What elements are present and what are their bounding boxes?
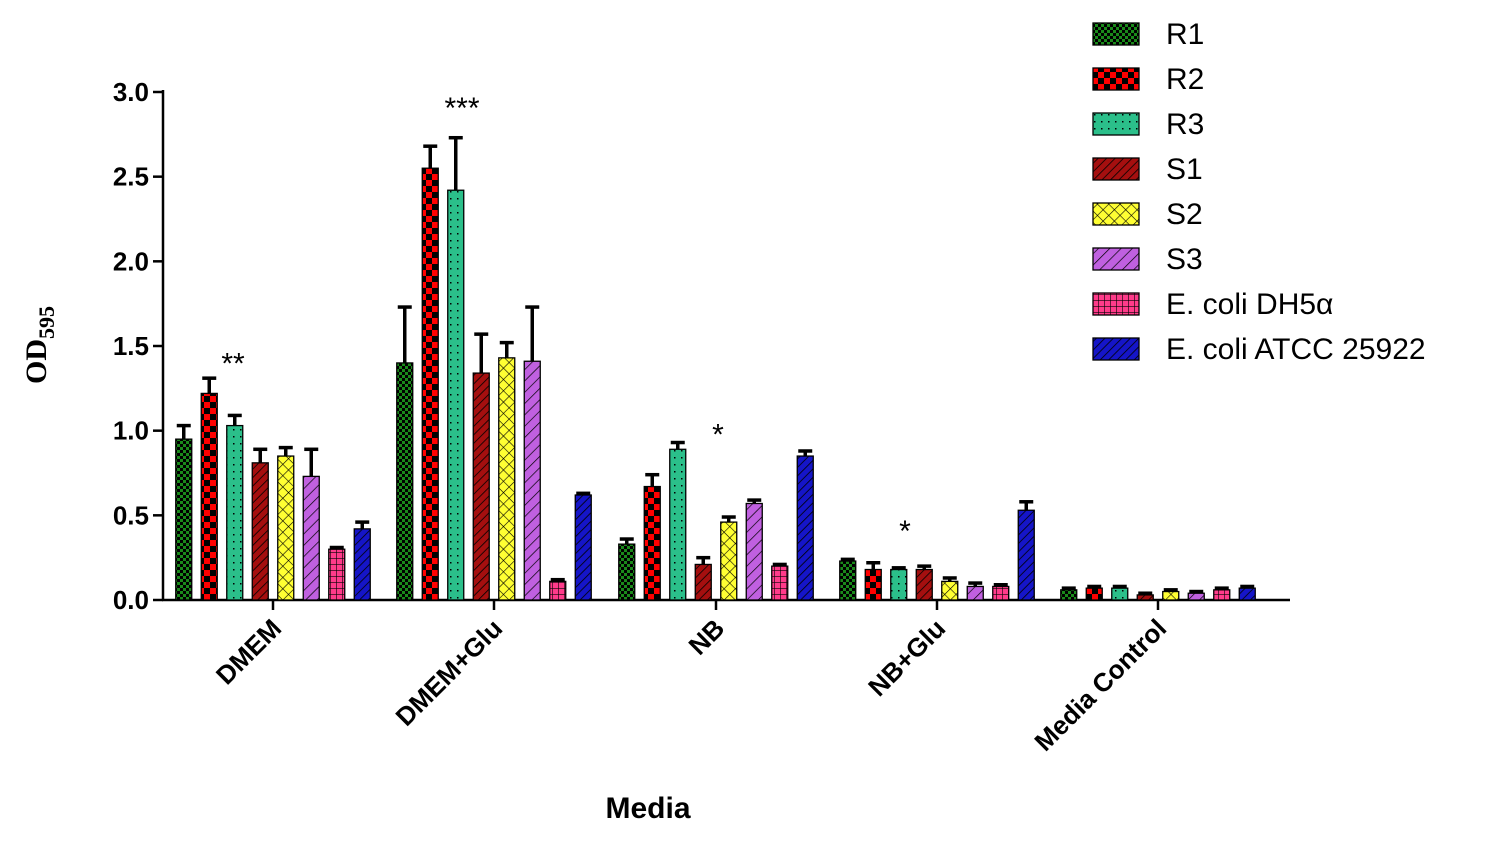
bar xyxy=(226,424,244,601)
bar xyxy=(771,565,789,601)
legend-label: S3 xyxy=(1166,243,1203,276)
bar xyxy=(447,189,465,601)
x-tick-label: DMEM xyxy=(210,613,287,690)
bar xyxy=(1213,589,1231,601)
bar xyxy=(421,167,439,601)
significance-marker: * xyxy=(899,515,911,548)
bar xyxy=(992,585,1010,601)
bar xyxy=(302,475,320,601)
bar xyxy=(864,568,882,601)
bar xyxy=(396,362,414,601)
significance-marker: ** xyxy=(221,348,245,381)
bar xyxy=(498,357,516,601)
y-axis-title-subscript: 595 xyxy=(34,306,59,339)
legend-swatch xyxy=(1092,292,1140,316)
legend-label: S2 xyxy=(1166,198,1203,231)
bar xyxy=(669,448,687,601)
y-tick-label: 1.5 xyxy=(113,331,149,361)
bar xyxy=(549,580,567,601)
bar xyxy=(523,360,541,601)
bar xyxy=(1162,590,1180,601)
legend-label: R2 xyxy=(1166,63,1204,96)
bar xyxy=(1111,587,1129,601)
bar xyxy=(618,543,636,601)
x-tick-label: Media Control xyxy=(1028,613,1172,757)
y-tick-label: 3.0 xyxy=(113,77,149,107)
bar xyxy=(353,528,371,601)
bar xyxy=(720,521,738,601)
legend-swatch xyxy=(1092,247,1140,271)
y-axis-title: OD595 xyxy=(20,306,59,384)
bar xyxy=(1060,589,1078,601)
significance-marker: * xyxy=(712,419,724,452)
bar xyxy=(745,502,763,601)
bar xyxy=(643,485,661,601)
significance-annotations: ******* xyxy=(221,92,911,548)
bar xyxy=(1085,587,1103,601)
legend-swatch xyxy=(1092,157,1140,181)
bars xyxy=(175,167,1256,601)
bar xyxy=(915,568,933,601)
bar xyxy=(1238,587,1256,601)
x-tick-label: DMEM+Glu xyxy=(389,613,508,732)
legend-swatch xyxy=(1092,67,1140,91)
bar xyxy=(472,372,490,601)
bar xyxy=(890,568,908,601)
bar xyxy=(277,455,295,601)
bar xyxy=(796,455,814,601)
bar xyxy=(574,494,592,601)
y-tick-label: 1.0 xyxy=(113,416,149,446)
y-axis-title-main: OD xyxy=(20,339,53,384)
x-axis-title: Media xyxy=(605,792,690,825)
y-tick-label: 2.5 xyxy=(113,162,149,192)
bar xyxy=(200,392,218,601)
legend-label: E. coli ATCC 25922 xyxy=(1166,333,1426,366)
legend: R1 R2 R3 S1 S2 S3 E. coli DH5α E. coli ATCC 259… xyxy=(1092,18,1426,366)
significance-marker: *** xyxy=(444,92,479,125)
legend-label: R1 xyxy=(1166,18,1204,51)
tick-labels: 0.0 0.5 1.0 1.5 2.0 2.5 3.0 DMEM DMEM+Glu NB NB+Gl… xyxy=(113,77,1172,757)
legend-swatch xyxy=(1092,112,1140,136)
legend-label: S1 xyxy=(1166,153,1203,186)
bar xyxy=(694,563,712,601)
y-tick-label: 0.0 xyxy=(113,585,149,615)
legend-swatch xyxy=(1092,202,1140,226)
legend-swatch xyxy=(1092,22,1140,46)
bar xyxy=(1017,509,1035,601)
y-tick-label: 0.5 xyxy=(113,500,149,530)
bar xyxy=(839,560,857,601)
x-tick-label: NB+Glu xyxy=(862,613,951,702)
bar xyxy=(941,580,959,601)
x-tick-label: NB xyxy=(682,613,730,661)
legend-label: R3 xyxy=(1166,108,1204,141)
legend-label: E. coli DH5α xyxy=(1166,288,1333,321)
y-tick-label: 2.0 xyxy=(113,246,149,276)
bar xyxy=(1136,594,1154,601)
bar xyxy=(251,462,269,601)
legend-swatch xyxy=(1092,337,1140,361)
bar xyxy=(328,548,346,601)
error-bars xyxy=(176,135,1255,595)
bar xyxy=(175,438,193,601)
bar xyxy=(1187,592,1205,601)
bar xyxy=(966,585,984,601)
